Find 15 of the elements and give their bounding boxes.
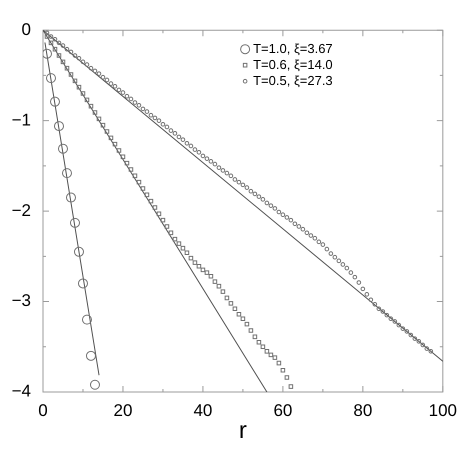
y-tick-label: −2	[12, 200, 31, 220]
y-tick-label: −4	[12, 382, 31, 401]
x-tick-label: 20	[114, 400, 132, 420]
legend-label: T=0.6, ξ=14.0	[253, 56, 333, 72]
x-axis-title: r	[238, 417, 247, 444]
y-tick-label: 0	[22, 20, 31, 39]
y-tick-label: −3	[12, 291, 31, 310]
legend-label: T=0.5, ξ=27.3	[253, 72, 333, 88]
x-tick-label: 80	[353, 400, 372, 420]
x-tick-label: 60	[273, 400, 292, 420]
x-tick-label: 0	[38, 400, 48, 420]
legend-label: T=1.0, ξ=3.67	[253, 40, 333, 56]
x-tick-label: 40	[193, 400, 212, 420]
x-tick-label: 100	[428, 400, 458, 420]
y-tick-label: −1	[12, 110, 31, 130]
